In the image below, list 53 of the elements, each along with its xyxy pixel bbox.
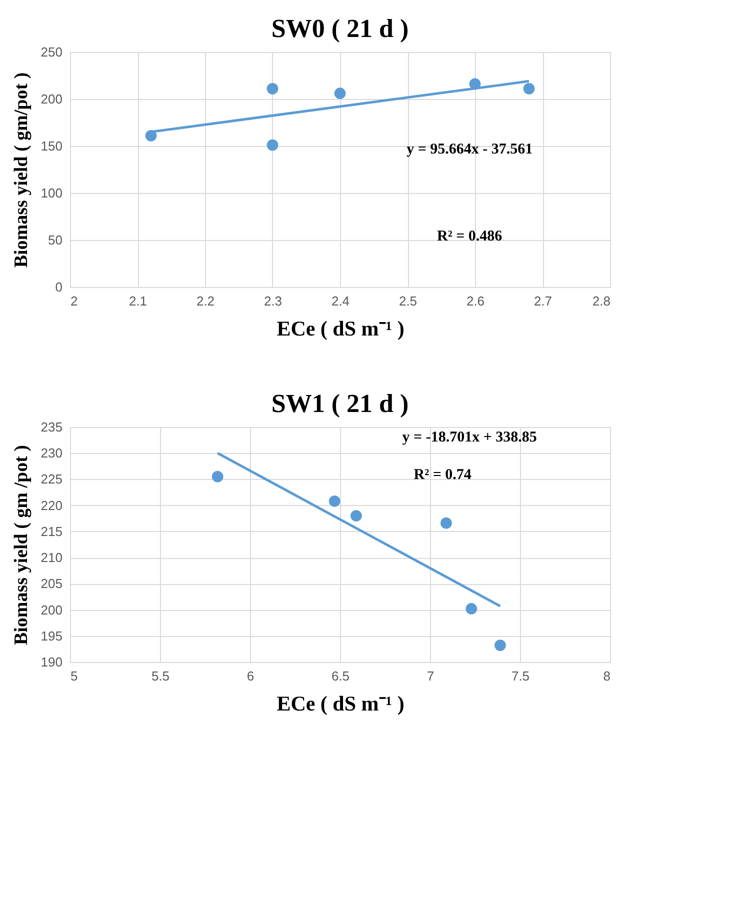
x-tick-label: 6 (246, 668, 254, 684)
y-tick-label: 215 (40, 524, 62, 539)
x-tick-label: 2.1 (128, 294, 148, 308)
y-tick-label: 200 (40, 92, 62, 106)
point (494, 640, 506, 651)
y-tick-label: 150 (40, 138, 62, 154)
y-axis-title: Biomass yield ( gm /pot ) (10, 444, 32, 646)
x-tick-label: 7 (426, 668, 434, 684)
chart-title: SW1 ( 21 d ) (271, 389, 409, 418)
x-axis-title: ECe ( dS m⁻¹ ) (276, 692, 404, 716)
y-tick-label: 195 (40, 628, 62, 644)
x-tick-label: 2.4 (331, 294, 350, 308)
chart-title: SW0 ( 21 d ) (271, 14, 409, 43)
annotation: y = -18.701x + 338.85 (402, 429, 537, 446)
x-tick-label: 2.3 (264, 294, 282, 308)
y-tick-label: 235 (40, 420, 62, 434)
y-tick-label: 225 (40, 472, 62, 487)
x-tick-label: 7.5 (511, 668, 530, 684)
annotation: R² = 0.486 (437, 228, 503, 244)
y-tick-label: 50 (48, 232, 62, 248)
y-tick-label: 250 (40, 44, 62, 60)
y-tick-label: 0 (55, 280, 62, 294)
x-tick-label: 6.5 (331, 668, 350, 684)
point (466, 603, 478, 614)
point (440, 517, 452, 529)
point (350, 510, 362, 522)
x-tick-label: 2.8 (592, 294, 610, 308)
y-axis-title: Biomass yield ( gm/pot ) (10, 72, 32, 268)
y-tick-label: 230 (40, 446, 62, 461)
point (212, 470, 224, 482)
x-tick-label: 2.6 (466, 294, 485, 308)
point (145, 130, 157, 142)
annotation: y = 95.664x - 37.561 (406, 141, 533, 158)
point (523, 82, 535, 94)
point (334, 88, 346, 100)
y-tick-label: 200 (40, 602, 62, 618)
x-tick-label: 2.2 (196, 294, 215, 308)
y-tick-label: 205 (40, 576, 62, 592)
y-tick-label: 190 (40, 654, 62, 670)
point (328, 495, 340, 507)
y-tick-label: 220 (40, 498, 62, 513)
y-tick-label: 100 (40, 186, 62, 200)
x-axis-title: ECe ( dS m⁻¹ ) (276, 316, 404, 340)
x-tick-label: 8 (603, 668, 610, 684)
x-tick-label: 2.5 (398, 294, 418, 308)
x-tick-label: 2 (70, 294, 78, 308)
y-tick-label: 210 (40, 550, 62, 566)
x-tick-label: 2.7 (534, 294, 552, 308)
point (266, 82, 278, 94)
x-tick-label: 5.5 (151, 668, 170, 684)
point (266, 139, 278, 151)
annotation: R² = 0.74 (414, 467, 472, 483)
x-tick-label: 5 (70, 668, 78, 684)
